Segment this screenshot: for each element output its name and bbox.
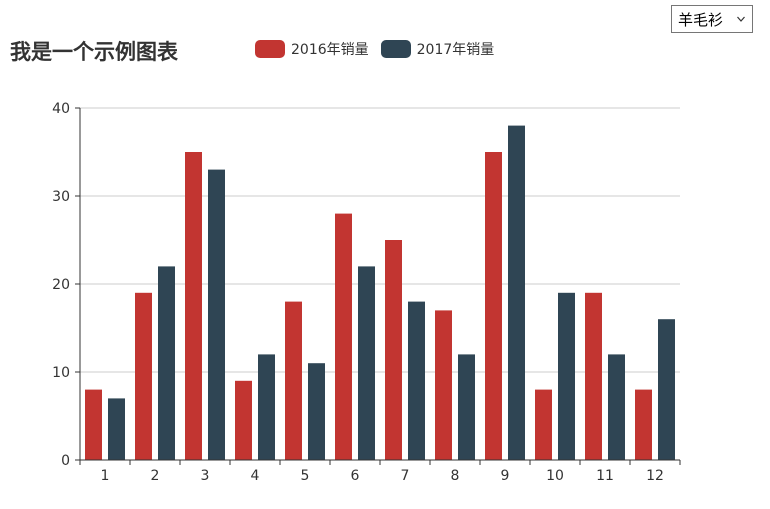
bar-2017-10 [558,292,575,460]
x-tick-label-12: 12 [646,468,664,484]
bar-2016-12 [635,389,652,460]
product-select-value: 羊毛衫 [678,10,724,29]
legend-label-2016: 2016年销量 [291,42,369,58]
bar-2017-2 [158,266,175,460]
x-tick-label-5: 5 [301,468,310,484]
x-tick-label-10: 10 [546,468,564,484]
chevron-down-icon [737,16,745,22]
x-tick-label-3: 3 [201,468,210,484]
bar-2017-1 [108,398,125,460]
chart-title: 我是一个示例图表 [10,40,178,64]
bar-2016-7 [385,240,402,460]
legend-item-2017[interactable]: 2017年销量 [380,39,495,59]
legend-swatch-2016 [255,40,285,58]
x-tick-label-11: 11 [596,468,614,484]
bar-2016-4 [235,380,252,460]
bar-2017-12 [658,319,675,460]
product-select[interactable]: 羊毛衫 [671,5,753,33]
x-tick-label-6: 6 [351,468,360,484]
bar-2016-11 [585,292,602,460]
legend-label-2017: 2017年销量 [416,42,495,58]
x-tick-label-1: 1 [101,468,110,484]
x-tick-label-7: 7 [401,468,410,484]
bar-2017-6 [358,266,375,460]
x-tick-label-8: 8 [451,468,460,484]
y-tick-label: 30 [52,189,70,205]
bar-series [85,125,675,460]
x-tick-label-4: 4 [251,468,260,484]
bar-2016-2 [135,292,152,460]
x-tick-label-2: 2 [151,468,160,484]
bar-2017-4 [258,354,275,460]
y-tick-label: 20 [52,277,70,293]
bar-2016-9 [485,152,502,460]
legend: 2016年销量 2017年销量 [255,39,506,59]
bar-2016-8 [435,310,452,460]
bar-2017-11 [608,354,625,460]
bar-2017-9 [508,125,525,460]
bar-2016-6 [335,213,352,460]
bar-2017-5 [308,363,325,460]
x-tick-label-9: 9 [501,468,510,484]
y-tick-label: 40 [52,101,70,117]
bar-2017-7 [408,301,425,460]
y-tick-label: 0 [61,453,70,469]
legend-swatch-2017 [380,40,411,58]
grid-lines [80,107,680,373]
bar-2016-10 [535,389,552,460]
bar-2016-3 [185,152,202,460]
legend-item-2016[interactable]: 2016年销量 [255,39,369,59]
bar-2017-8 [458,354,475,460]
bar-2016-5 [285,301,302,460]
y-tick-label: 10 [52,365,70,381]
bar-2016-1 [85,389,102,460]
bar-2017-3 [208,169,225,460]
